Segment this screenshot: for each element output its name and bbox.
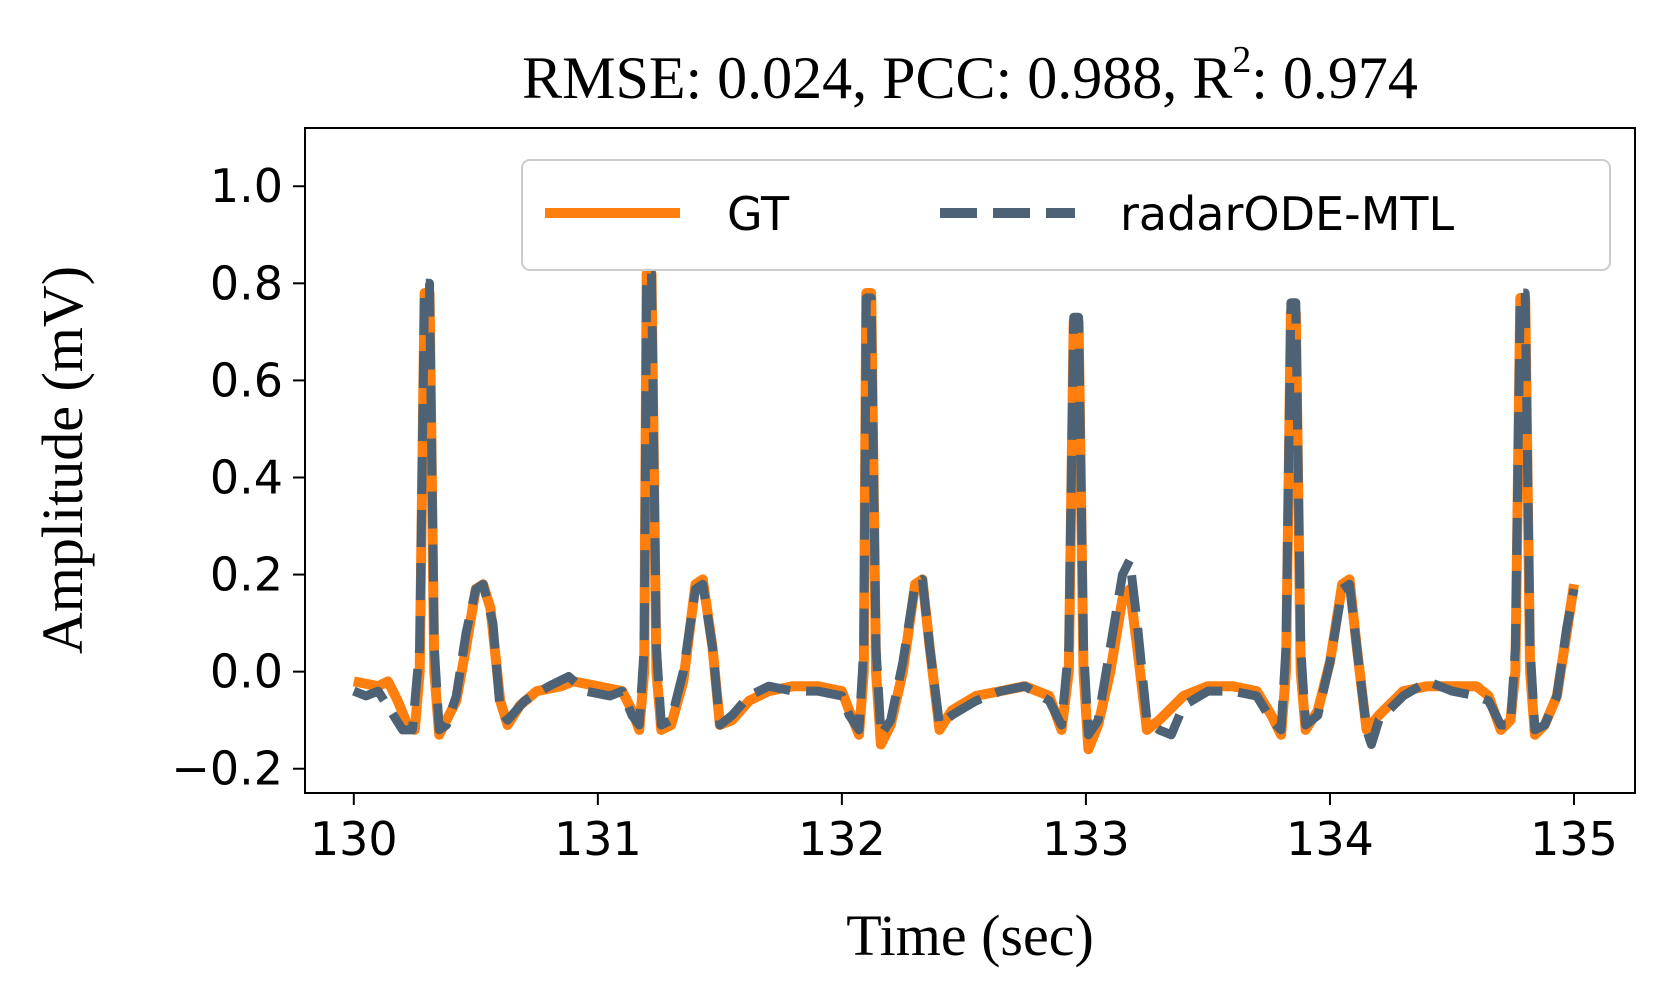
y-tick-label: 0.6 (210, 353, 283, 407)
x-tick-label: 130 (310, 812, 398, 866)
plot-frame (304, 127, 1636, 794)
series-layer (352, 268, 1579, 755)
y-axis: −0.2 0.0 0.2 0.4 0.6 0.8 1.0 (171, 159, 305, 796)
y-tick-label: −0.2 (171, 742, 283, 796)
x-axis-label: Time (sec) (846, 903, 1094, 968)
chart-title-suffix: : 0.974 (1251, 45, 1418, 111)
y-tick-label: 0.0 (210, 645, 283, 699)
x-tick-label: 133 (1042, 812, 1130, 866)
x-tick-label: 134 (1286, 812, 1374, 866)
chart-title-superscript: 2 (1232, 39, 1251, 81)
x-tick-label: 135 (1530, 812, 1618, 866)
chart-title: RMSE: 0.024, PCC: 0.988, R2: 0.974 (522, 39, 1418, 111)
x-axis: 130 131 132 133 134 135 (310, 793, 1618, 866)
legend-label-gt: GT (727, 187, 790, 241)
y-tick-label: 0.2 (210, 548, 283, 602)
x-tick-label: 131 (554, 812, 642, 866)
y-tick-label: 0.4 (210, 450, 283, 504)
legend-label-radarode-mtl: radarODE-MTL (1120, 187, 1454, 241)
y-tick-label: 1.0 (210, 159, 283, 213)
chart-title-prefix: RMSE: 0.024, PCC: 0.988, R (522, 45, 1232, 111)
series-line-radarode-mtl (352, 269, 1579, 749)
y-axis-label: Amplitude (mV) (30, 266, 95, 654)
x-tick-label: 132 (798, 812, 886, 866)
y-tick-label: 0.8 (210, 256, 283, 310)
legend: GT radarODE-MTL (521, 159, 1611, 271)
